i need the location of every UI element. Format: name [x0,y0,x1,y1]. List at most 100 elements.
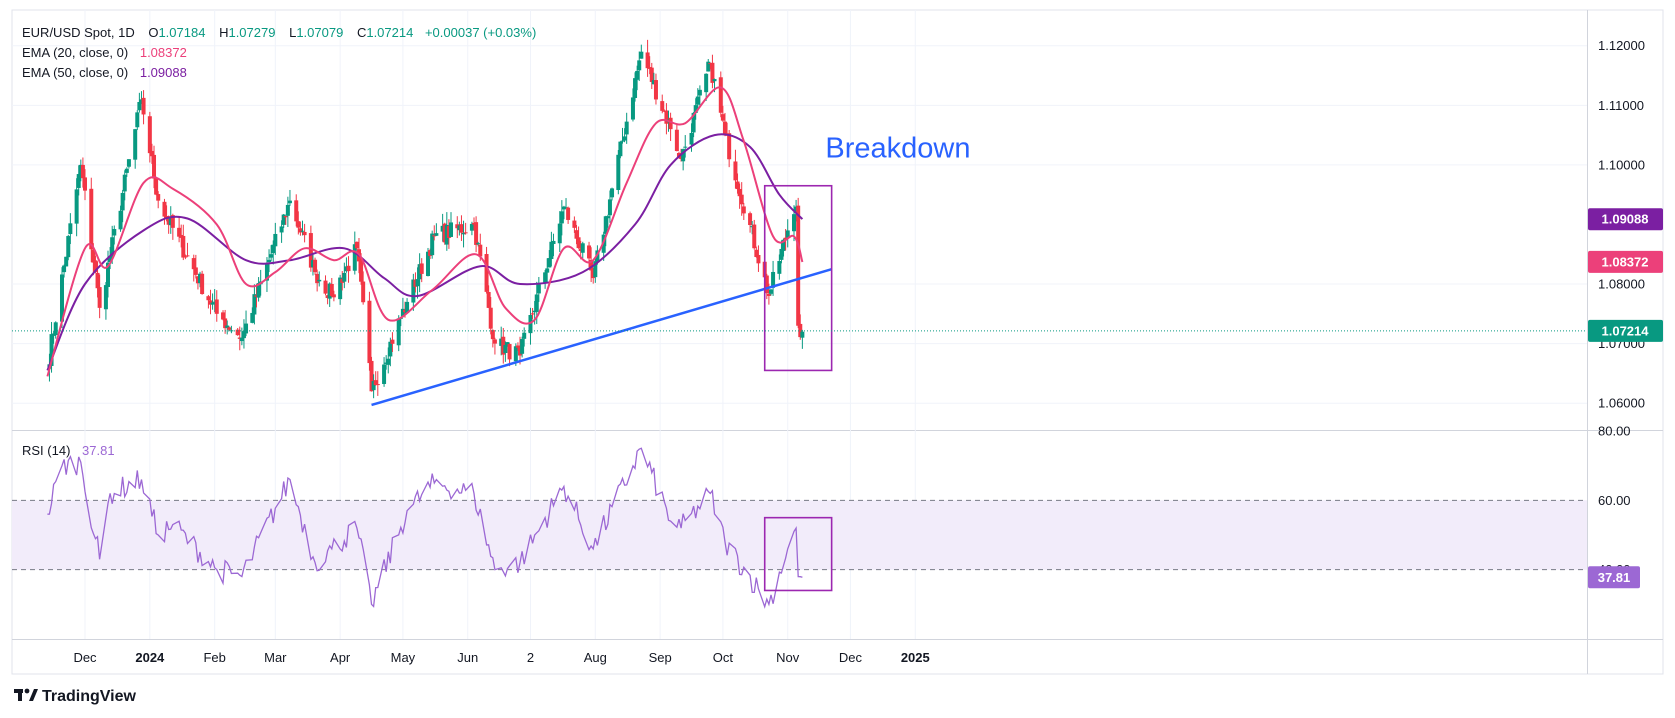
candle-body [536,284,541,294]
candle-body [605,216,610,219]
time-tick-label: Feb [203,650,225,665]
candle [589,247,594,283]
candle-body [210,302,215,305]
candle-body [572,220,577,228]
ema20-legend[interactable]: EMA (20, close, 0) 1.08372 [22,45,187,60]
candle-body [432,235,437,237]
candle-body [221,312,226,320]
candle [693,98,698,120]
candle [720,105,725,122]
candle-body [359,260,364,282]
candle [118,205,123,232]
price-axis[interactable]: 1.120001.110001.100001.080001.070001.060… [1598,38,1645,410]
candle [371,374,376,399]
candle-body [112,229,117,236]
candle-body [695,96,700,105]
time-tick-label: 2 [527,650,534,665]
candle [417,253,422,293]
candle [722,112,727,137]
candle [323,275,328,296]
candle [752,219,757,250]
candle [310,252,315,276]
breakdown-annotation[interactable]: Breakdown [825,133,970,165]
candle-body [662,110,667,112]
candle-body [486,291,491,308]
candle-body [122,174,127,192]
candle-body [317,279,322,282]
candle-body [417,264,422,280]
candle [177,217,182,243]
candle [704,73,709,101]
candle-body [737,188,742,197]
candle [317,271,322,287]
ema50-legend[interactable]: EMA (50, close, 0) 1.09088 [22,65,187,80]
candle [296,211,301,235]
candle-body [794,206,799,214]
candle-body [244,323,249,334]
candle-body [89,188,94,250]
candle [181,224,186,261]
candle [76,165,81,196]
candle [520,336,525,358]
candle-body [152,154,157,179]
candle-body [168,216,173,226]
support-trendline[interactable] [371,267,832,407]
candle [768,289,773,296]
candle-body [308,233,313,268]
rsi-box[interactable] [763,516,833,592]
candle-body [718,77,723,113]
candle-body [566,207,571,220]
candle [206,294,211,309]
breakdown-box[interactable] [763,184,833,372]
candle [168,206,173,234]
candle [440,213,445,242]
candle [53,321,58,339]
rsi-legend[interactable]: RSI (14) 37.81 [22,443,115,458]
candle-body [223,318,228,329]
candle-body [752,224,757,249]
time-tick-label: 2024 [135,650,165,665]
candle [651,72,656,85]
candle [536,276,541,302]
candle-body [264,263,269,281]
candle [446,219,451,249]
candle-body [287,200,292,204]
candle [74,178,79,237]
candle [346,256,351,283]
candle-body [325,295,330,299]
candle [457,221,462,236]
candle-body [593,261,598,278]
candle-body [285,204,290,216]
low-value: 1.07079 [296,25,343,40]
candle [269,245,274,262]
candle [384,355,389,370]
time-tick-label: May [391,650,416,665]
svg-text:1.07214: 1.07214 [1602,323,1650,338]
candle [756,245,761,272]
candle [505,342,510,347]
svg-text:37.81: 37.81 [1598,570,1631,585]
candle [622,128,627,143]
rsi-legend-value: 37.81 [82,443,115,458]
candle [256,277,261,302]
candle [490,329,495,348]
candle [798,314,803,340]
candle-body [735,181,740,190]
candle [198,271,203,288]
tradingview-logo[interactable]: TradingView [14,688,137,705]
candle-body [93,260,98,273]
candle [522,327,527,347]
time-axis[interactable]: Dec 2024 Feb Mar Apr May Jun 2 Aug Sep Oct Nov Dec 20… [73,650,929,665]
candle-body [637,60,642,71]
candle [530,307,535,320]
candle [486,285,491,309]
candle-body [405,301,410,314]
candle-body [664,110,669,124]
candle-body [777,261,782,274]
candle-body [396,318,401,346]
candle-body [413,279,418,287]
candle-body [574,230,579,239]
candle-body [53,322,58,336]
